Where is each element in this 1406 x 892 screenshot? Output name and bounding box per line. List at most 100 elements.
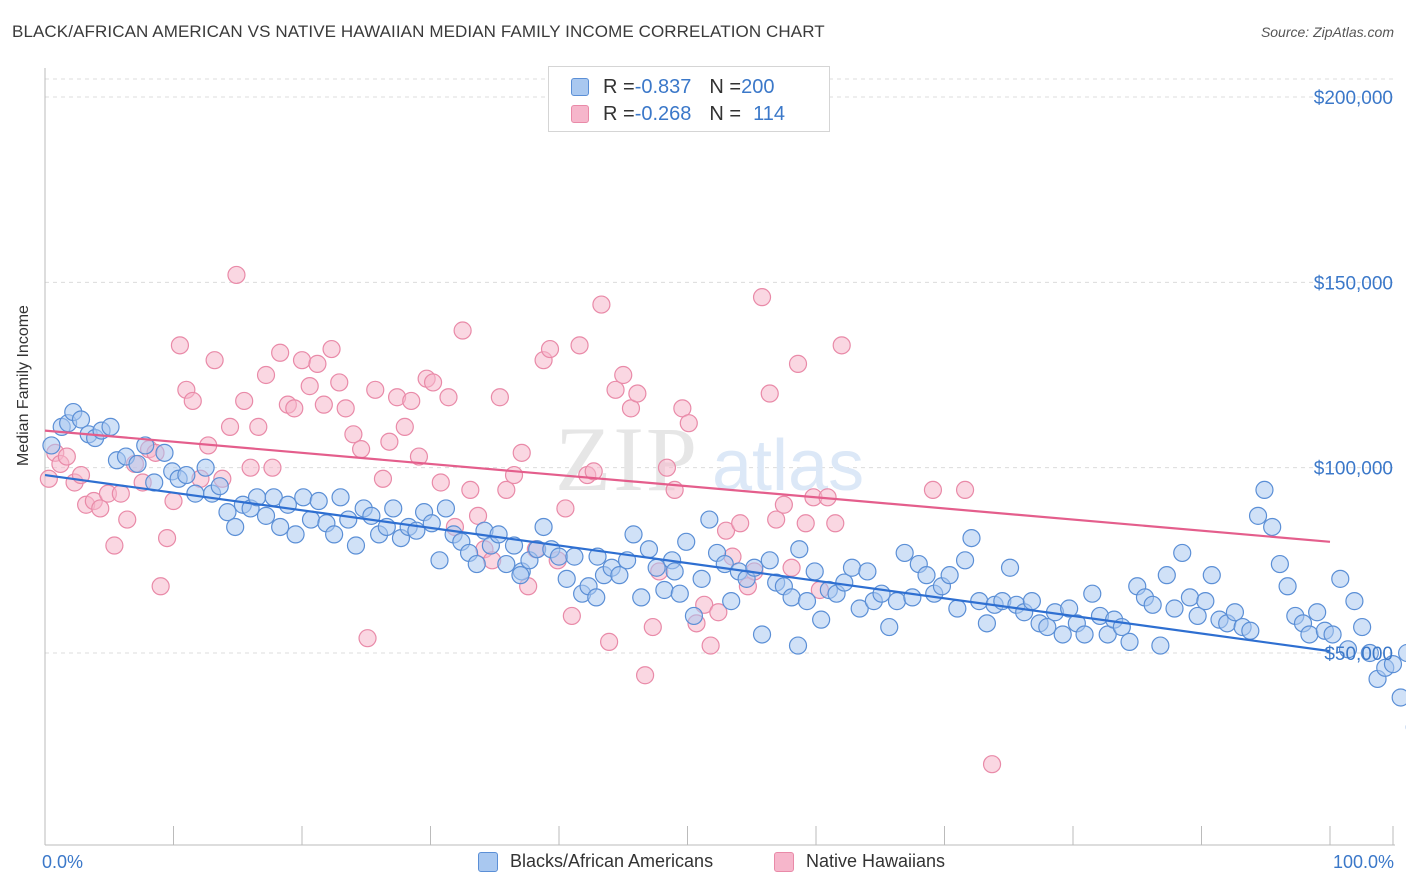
native-hawaiians-point <box>183 391 202 411</box>
blacks-african-americans-point <box>1323 625 1342 644</box>
blacks-african-americans-point <box>186 484 205 503</box>
native-hawaiians-point <box>657 458 677 477</box>
blacks-african-americans-point <box>850 599 869 618</box>
native-hawaiians-point <box>358 629 377 648</box>
blacks-african-americans-point <box>226 517 245 537</box>
native-hawaiians-point <box>308 354 327 373</box>
native-hawaiians-point <box>731 514 750 533</box>
blacks-african-americans-point <box>1075 625 1094 644</box>
blacks-african-americans-point <box>42 436 61 455</box>
blacks-african-americans-point <box>700 510 719 529</box>
blacks-african-americans-point <box>655 580 674 600</box>
native-hawaiians-point <box>344 425 363 444</box>
blacks-african-americans-point <box>752 625 772 644</box>
blacks-african-americans-point <box>1188 606 1207 626</box>
native-hawaiians-point <box>782 558 801 577</box>
legend-swatch-pink <box>571 105 589 123</box>
native-hawaiians-point <box>39 469 58 488</box>
blacks-african-americans-point <box>467 554 486 574</box>
native-hawaiians-point <box>366 380 385 399</box>
blacks-african-americans-point <box>384 499 403 518</box>
blacks-african-americans-point <box>587 588 606 607</box>
native-hawaiians-point <box>490 388 509 407</box>
blacks-african-americans-point <box>962 528 981 548</box>
native-hawaiians-point <box>205 351 224 370</box>
blacks-african-americans-point <box>286 525 305 544</box>
watermark-atlas: atlas <box>712 426 864 506</box>
blacks-african-americans-point <box>294 488 313 507</box>
native-hawaiians-point <box>461 480 480 500</box>
blacks-african-americans-point <box>955 551 975 570</box>
native-hawaiians-point <box>157 528 177 548</box>
native-hawaiians-point <box>562 606 581 626</box>
blacks-african-americans-point <box>101 417 120 436</box>
blacks-african-americans-point <box>1000 558 1020 577</box>
axes <box>44 68 1395 846</box>
native-hawaiians-point <box>249 417 268 436</box>
blacks-african-americans-point <box>1060 599 1079 618</box>
correlation-legend: R = -0.837 N = 200 R = -0.268 N = 114 <box>548 66 830 132</box>
native-hawaiians-point <box>151 577 170 596</box>
blacks-african-americans-point <box>797 592 817 611</box>
native-hawaiians-point <box>512 443 531 462</box>
native-hawaiians-point <box>330 373 349 392</box>
native-hawaiians-point <box>164 491 183 511</box>
native-hawaiians-point <box>170 336 190 355</box>
blacks-african-americans-point <box>1360 643 1379 663</box>
blacks-african-americans-point <box>632 588 651 607</box>
native-hawaiians-point <box>760 384 779 403</box>
blacks-african-americans-point <box>1398 643 1406 663</box>
chart-title: BLACK/AFRICAN AMERICAN VS NATIVE HAWAIIA… <box>12 22 825 41</box>
blacks-african-americans-point <box>331 488 350 507</box>
blacks-african-americans-point <box>534 517 553 537</box>
native-hawaiians-point <box>540 339 560 359</box>
blacks-african-americans-point <box>1383 655 1403 674</box>
series-legend: Blacks/African Americans Native Hawaiian… <box>0 851 1406 877</box>
legend-label: Blacks/African Americans <box>510 851 714 871</box>
native-hawaiians-point <box>111 484 130 503</box>
native-hawaiians-point <box>600 632 619 651</box>
r-label: R = <box>603 102 635 125</box>
blacks-african-americans-point <box>1255 480 1274 500</box>
blacks-african-americans-point <box>210 477 229 496</box>
y-tick-label: $200,000 <box>1314 88 1393 109</box>
native-hawaiians-point <box>423 373 443 392</box>
native-hawaiians-point <box>606 380 625 399</box>
blacks-african-americans-point <box>610 566 629 585</box>
n-value: 114 <box>753 102 785 125</box>
blacks-african-americans-point <box>1120 632 1139 651</box>
native-hawaiians-point <box>263 458 282 477</box>
native-hawaiians-point <box>709 603 728 622</box>
blacks-african-americans-point <box>1308 603 1327 622</box>
native-hawaiians-point <box>256 365 276 385</box>
blacks-african-americans-point <box>895 543 914 563</box>
blacks-african-americans-point <box>339 510 358 529</box>
native-hawaiians-point <box>643 617 662 637</box>
blacks-african-americans-point <box>858 562 877 581</box>
native-hawaiians-point <box>701 636 720 655</box>
blacks-african-americans-point <box>842 558 862 577</box>
blacks-african-americans-point <box>1353 617 1372 637</box>
native-hawaiians-point <box>300 377 319 396</box>
blacks-african-americans-point <box>684 606 704 626</box>
native-hawaiians-point <box>788 354 808 373</box>
blacks-african-americans-point <box>256 506 276 525</box>
blacks-african-americans-point <box>624 525 643 544</box>
native-hawaiians-point <box>628 384 647 403</box>
blacks-african-americans-point <box>489 525 508 544</box>
blacks-african-americans-point <box>917 566 936 585</box>
native-hawaiians-point <box>395 417 414 436</box>
native-hawaiians-point <box>105 536 124 555</box>
blacks-african-americans-point <box>436 499 456 518</box>
native-hawaiians-point <box>826 514 845 533</box>
native-hawaiians-point <box>716 521 736 540</box>
blacks-african-americans-point <box>1038 617 1057 637</box>
blacks-african-americans-point <box>1391 688 1406 707</box>
native-hawaiians-point <box>584 462 603 481</box>
trend-line-blacks-african-americans <box>44 473 1331 653</box>
native-hawaiians-point <box>91 499 110 518</box>
blacks-african-americans-point <box>196 458 215 477</box>
native-hawaiians-point <box>832 336 851 355</box>
native-hawaiians-point <box>504 465 524 485</box>
